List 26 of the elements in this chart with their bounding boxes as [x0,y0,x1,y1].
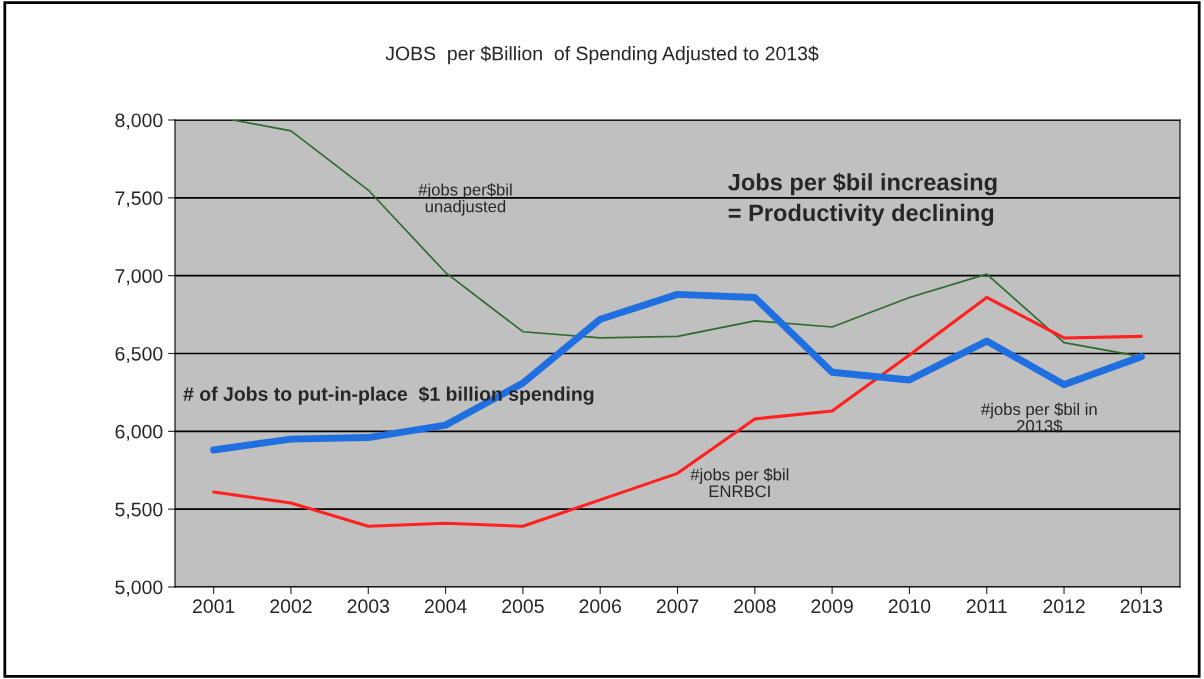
annotation: Jobs per $bil increasing = Productivity declining [728,172,997,226]
annotation: #jobs per$bil unadjusted [418,183,512,216]
annotation: # of Jobs to put-in-place $1 billion spending [183,386,594,405]
x-tick-label: 2004 [424,599,467,614]
x-tick-label: 2011 [966,599,1007,614]
chart-title: JOBS per $Billion of Spending Adjusted to 2013$ [385,45,819,65]
x-tick-label: 2007 [656,599,699,614]
y-tick-label: 5,000 [115,580,163,597]
y-tick-label: 6,500 [115,346,163,364]
y-tick-label: 7,500 [115,191,163,208]
x-tick-label: 2001 [193,599,235,614]
x-tick-label: 2008 [734,599,776,614]
x-tick-label: 2010 [888,599,931,614]
x-tick-label: 2003 [347,599,390,614]
y-tick-label: 8,000 [115,113,163,130]
x-tick-label: 2005 [502,599,544,614]
x-tick-label: 2006 [579,599,621,614]
x-tick-label: 2002 [270,599,312,614]
x-tick-label: 2013 [1120,599,1163,614]
x-tick-label: 2009 [811,599,853,614]
annotation: #jobs per $bil in 2013$ [981,402,1097,433]
y-tick-label: 6,000 [115,424,163,441]
annotation: #jobs per $bil ENRBCI [690,467,789,498]
y-tick-label: 5,500 [115,502,163,519]
x-tick-label: 2012 [1043,599,1085,614]
y-tick-label: 7,000 [115,269,163,286]
